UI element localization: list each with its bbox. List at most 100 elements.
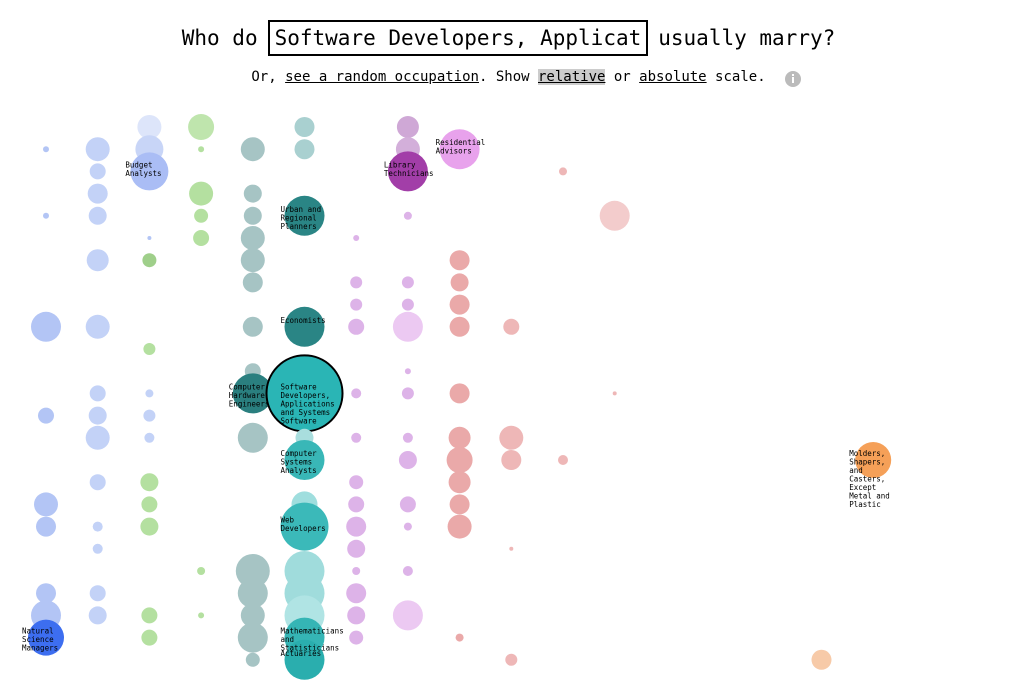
bubble [599, 200, 630, 231]
info-icon[interactable] [785, 71, 801, 87]
bubble [352, 567, 361, 575]
bubble [28, 619, 64, 656]
bubble [499, 425, 524, 450]
bubble [86, 249, 109, 272]
bubble [351, 432, 362, 443]
bubble-label: Residential Advisors [436, 138, 486, 156]
bubble [403, 522, 412, 531]
bubble [402, 566, 413, 576]
bubble [243, 206, 262, 225]
bubble [36, 516, 56, 537]
bubble [237, 622, 268, 653]
bubble [402, 432, 413, 443]
bubble [140, 473, 159, 492]
bubble [401, 387, 414, 400]
bubble [245, 652, 260, 667]
bubble [501, 450, 522, 470]
bubble [347, 606, 366, 625]
bubble [446, 447, 473, 473]
bubble [349, 630, 364, 645]
bubble [350, 276, 363, 289]
bubble [87, 183, 108, 204]
bubble [240, 603, 265, 628]
bubble [130, 152, 169, 191]
bubbles [28, 114, 892, 680]
bubble [855, 442, 892, 478]
bubble [448, 471, 471, 494]
bubble [503, 318, 520, 335]
bubble [509, 546, 514, 551]
bubble [448, 426, 471, 449]
bubble [240, 248, 265, 273]
bubble [141, 629, 158, 646]
bubble [145, 389, 154, 398]
bubble [85, 314, 110, 339]
bubble [31, 311, 61, 342]
text: or [613, 69, 631, 85]
bubble [88, 606, 107, 625]
bubble-label: Mathematicians and Statisticians [281, 627, 344, 653]
random-link[interactable]: see a random occupation [285, 69, 479, 85]
title-row: Who do Software Developers, Applicat usual… [0, 20, 1017, 56]
bubble [387, 151, 428, 192]
bubble [439, 129, 480, 170]
bubble [284, 306, 325, 347]
bubble [284, 195, 325, 236]
bubble [43, 146, 49, 153]
bubble [88, 406, 107, 425]
bubble-label: Urban and Regional Planners [281, 205, 322, 231]
bubble-label: Economists [281, 316, 326, 325]
bubble [141, 496, 158, 513]
bubble-label: Natural Science Managers [22, 627, 58, 653]
bubble-label: Actuaries [281, 649, 322, 658]
bubble [198, 612, 205, 619]
bubble [88, 206, 107, 225]
bubble [347, 539, 366, 558]
info-dot [792, 74, 794, 76]
bubble [235, 554, 270, 588]
text: Or, [251, 69, 277, 85]
info-stem [792, 77, 794, 83]
bubble [348, 318, 365, 335]
bubble-label: Web Developers [281, 516, 326, 534]
bubble [447, 514, 472, 539]
bubble [89, 385, 106, 402]
bubble [392, 311, 423, 342]
bubble [392, 600, 423, 631]
bubble [346, 583, 367, 604]
text: scale. [715, 69, 766, 85]
bubble [143, 409, 156, 422]
bubble [294, 139, 315, 160]
bubble [455, 633, 464, 642]
bubble [353, 235, 360, 241]
title-suffix: usually marry? [658, 26, 836, 50]
bubble [193, 230, 210, 246]
bubble [43, 212, 49, 219]
bubble [449, 383, 470, 404]
labels: Natural Science Managers Budget Analysts Comp… [22, 138, 890, 658]
bubble-label: Software Developers, Applications and Syste… [281, 382, 335, 425]
bubble [92, 543, 103, 554]
text: . Show [478, 69, 530, 85]
bubble [188, 114, 215, 140]
bubble [449, 494, 470, 515]
bubble [558, 455, 568, 465]
bubble [240, 226, 265, 250]
bubble [449, 316, 470, 337]
bubble-label: Library Technicians [384, 160, 434, 178]
occupation-input[interactable]: Software Developers, Applicat [267, 20, 649, 56]
bubble [38, 407, 54, 424]
bubble [240, 137, 265, 162]
bubble [237, 422, 268, 453]
bubble [280, 502, 329, 551]
bubble [450, 273, 469, 292]
bubble [505, 653, 518, 666]
bubble [398, 451, 417, 469]
bubble [232, 373, 273, 414]
bubble [85, 137, 110, 162]
bubble [349, 475, 364, 490]
relative-toggle[interactable]: relative [538, 69, 606, 85]
absolute-toggle[interactable]: absolute [639, 69, 707, 85]
bubble-label: Computer Hardware Engineers [229, 382, 270, 408]
